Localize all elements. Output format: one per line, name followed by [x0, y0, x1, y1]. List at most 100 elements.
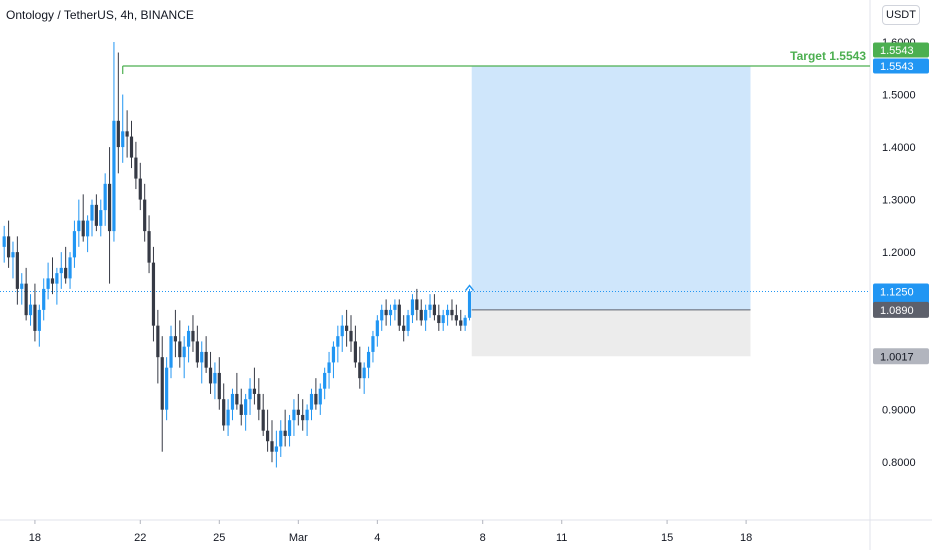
- candle-body[interactable]: [103, 183, 107, 211]
- candle-body[interactable]: [287, 420, 292, 436]
- candle-body[interactable]: [68, 257, 72, 279]
- candle-body[interactable]: [28, 304, 33, 316]
- candle-body[interactable]: [37, 309, 41, 331]
- candle-body[interactable]: [42, 288, 46, 310]
- candle-body[interactable]: [99, 210, 103, 226]
- candle-body[interactable]: [467, 291, 472, 318]
- candle-body[interactable]: [165, 367, 169, 410]
- candle-body[interactable]: [301, 414, 305, 421]
- candle-body[interactable]: [235, 393, 239, 405]
- candle-body[interactable]: [248, 388, 252, 400]
- candle-body[interactable]: [257, 393, 261, 410]
- candle-body[interactable]: [323, 372, 327, 389]
- candle-body[interactable]: [222, 399, 226, 426]
- candle-body[interactable]: [134, 157, 138, 179]
- candle-body[interactable]: [143, 199, 147, 232]
- candle-body[interactable]: [419, 309, 423, 321]
- candle-body[interactable]: [296, 409, 300, 415]
- candle-body[interactable]: [437, 315, 441, 324]
- candle-body[interactable]: [244, 399, 248, 415]
- candle-body[interactable]: [459, 320, 463, 326]
- candle-body[interactable]: [292, 409, 296, 421]
- candle-body[interactable]: [336, 336, 340, 347]
- candle-body[interactable]: [116, 120, 120, 148]
- candle-body[interactable]: [318, 388, 322, 405]
- candle-body[interactable]: [86, 220, 90, 237]
- candle-body[interactable]: [125, 131, 129, 137]
- candle-body[interactable]: [24, 283, 28, 316]
- candle-body[interactable]: [55, 273, 59, 284]
- candle-body[interactable]: [6, 236, 11, 258]
- candle-body[interactable]: [261, 409, 265, 431]
- candle-body[interactable]: [415, 299, 419, 310]
- candle-body[interactable]: [156, 325, 160, 358]
- candle-body[interactable]: [279, 430, 283, 447]
- risk-zone[interactable]: [471, 309, 751, 357]
- candle-body[interactable]: [252, 388, 257, 394]
- candle-body[interactable]: [46, 278, 50, 289]
- candle-body[interactable]: [314, 393, 318, 405]
- candle-body[interactable]: [81, 220, 85, 237]
- candle-body[interactable]: [178, 341, 182, 358]
- candle-body[interactable]: [226, 409, 230, 426]
- candle-body[interactable]: [406, 315, 410, 331]
- candle-body[interactable]: [72, 231, 77, 258]
- candle-body[interactable]: [424, 309, 428, 321]
- candle-body[interactable]: [151, 262, 156, 326]
- candle-body[interactable]: [59, 267, 63, 274]
- candle-body[interactable]: [129, 136, 134, 158]
- candle-body[interactable]: [441, 315, 445, 324]
- candle-body[interactable]: [270, 441, 274, 452]
- candle-body[interactable]: [380, 309, 384, 321]
- candle-body[interactable]: [402, 325, 406, 331]
- candle-body[interactable]: [208, 367, 213, 384]
- candle-body[interactable]: [397, 304, 401, 326]
- candle-body[interactable]: [375, 320, 379, 337]
- candle-body[interactable]: [463, 317, 467, 326]
- candle-body[interactable]: [186, 330, 191, 347]
- candle-body[interactable]: [445, 309, 450, 316]
- candle-body[interactable]: [305, 409, 309, 421]
- candle-body[interactable]: [20, 283, 24, 289]
- candle-body[interactable]: [15, 252, 19, 289]
- candle-body[interactable]: [213, 372, 217, 384]
- candle-body[interactable]: [160, 357, 164, 410]
- candle-body[interactable]: [77, 220, 81, 232]
- candle-body[interactable]: [239, 404, 243, 415]
- candle-body[interactable]: [340, 325, 344, 337]
- candle-body[interactable]: [327, 362, 331, 373]
- candle-body[interactable]: [230, 393, 235, 410]
- candle-body[interactable]: [191, 330, 195, 342]
- candle-body[interactable]: [112, 120, 116, 232]
- candle-body[interactable]: [450, 309, 454, 316]
- candle-body[interactable]: [384, 309, 388, 316]
- candle-body[interactable]: [353, 341, 357, 363]
- candle-body[interactable]: [432, 304, 437, 316]
- candle-body[interactable]: [169, 336, 173, 368]
- candle-body[interactable]: [428, 304, 432, 310]
- candle-body[interactable]: [349, 330, 353, 342]
- candle-body[interactable]: [358, 362, 362, 379]
- candle-body[interactable]: [362, 367, 366, 379]
- candle-body[interactable]: [204, 351, 208, 368]
- candle-body[interactable]: [371, 336, 375, 352]
- candle-body[interactable]: [393, 304, 397, 310]
- candle-body[interactable]: [454, 315, 458, 321]
- candle-body[interactable]: [94, 204, 98, 226]
- candle-body[interactable]: [309, 393, 314, 410]
- candle-body[interactable]: [265, 430, 270, 442]
- candle-body[interactable]: [345, 325, 349, 331]
- candle-body[interactable]: [64, 267, 68, 279]
- candle-body[interactable]: [90, 204, 94, 221]
- candle-body[interactable]: [50, 278, 55, 284]
- candle-body[interactable]: [33, 304, 37, 331]
- candle-body[interactable]: [274, 446, 278, 452]
- candle-body[interactable]: [217, 372, 221, 400]
- candle-body[interactable]: [147, 231, 151, 263]
- candle-body[interactable]: [366, 351, 371, 368]
- candle-body[interactable]: [2, 236, 6, 247]
- candle-body[interactable]: [11, 252, 15, 258]
- candle-body[interactable]: [138, 178, 142, 200]
- candle-body[interactable]: [200, 351, 204, 363]
